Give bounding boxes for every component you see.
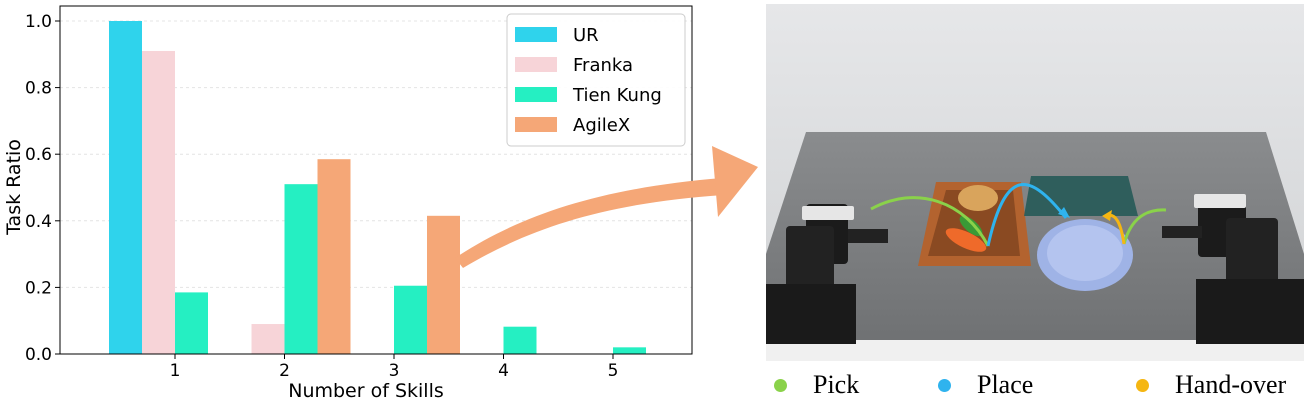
- x-tick-label: 1: [170, 361, 181, 381]
- arrow-head: [712, 146, 758, 217]
- bar-tien-kung-2: [284, 184, 318, 354]
- legend-place: Place: [938, 370, 1033, 400]
- bar-tien-kung-3: [394, 285, 427, 354]
- y-tick-label: 0.0: [25, 345, 52, 365]
- bar-agilex-2: [317, 159, 351, 354]
- legend-label: Franka: [573, 55, 633, 76]
- legend-swatch: [515, 57, 557, 72]
- y-tick-label: 0.2: [25, 278, 52, 298]
- place-dot-icon: [938, 378, 951, 392]
- y-tick-label: 1.0: [25, 12, 52, 32]
- y-axis-label: Task Ratio: [3, 139, 25, 236]
- scene-legend: Pick Place Hand-over: [766, 370, 1304, 402]
- bar-tien-kung-1: [175, 292, 208, 354]
- x-tick-label: 4: [498, 361, 509, 381]
- legend-place-label: Place: [977, 370, 1034, 399]
- bar-tien-kung-5: [613, 347, 646, 354]
- legend-label: UR: [573, 25, 599, 46]
- legend-hand-over: Hand-over: [1136, 370, 1286, 400]
- pick-dot-icon: [774, 378, 787, 392]
- legend-pick: Pick: [774, 370, 859, 400]
- legend-swatch: [515, 117, 557, 132]
- bar-franka-2: [251, 324, 285, 354]
- robot-scene-photo: [766, 4, 1304, 361]
- x-tick-label: 5: [608, 361, 619, 381]
- bar-agilex-3: [427, 215, 460, 354]
- plot-frame: [59, 5, 693, 355]
- hand-over-dot-icon: [1136, 378, 1149, 392]
- axes: [55, 5, 693, 359]
- legend-label: AgileX: [573, 115, 630, 136]
- bar-tien-kung-4: [503, 326, 537, 354]
- legend-label: Tien Kung: [572, 85, 662, 106]
- arrow-body: [455, 178, 724, 268]
- bar-franka-1: [142, 50, 175, 354]
- x-tick-labels: 1 2 3 4 5: [170, 361, 619, 381]
- legend-box: [506, 13, 686, 147]
- y-tick-labels: 0.0 0.2 0.4 0.6 0.8 1.0: [25, 12, 52, 365]
- y-tick-label: 0.4: [25, 212, 52, 232]
- legend-pick-label: Pick: [813, 370, 860, 399]
- legend-swatch: [515, 87, 557, 102]
- chart-legend: UR Franka Tien Kung AgileX: [506, 13, 686, 147]
- legend-hand-over-label: Hand-over: [1175, 370, 1287, 399]
- y-tick-label: 0.8: [25, 79, 52, 99]
- legend-swatch: [515, 27, 557, 42]
- bar-ur-1: [109, 21, 142, 354]
- x-axis-label: Number of Skills: [288, 380, 444, 402]
- x-tick-label: 2: [279, 361, 290, 381]
- bar-chart: 0.0 0.2 0.4 0.6 0.8 1.0 1 2 3 4 5 Number of Skill…: [3, 5, 758, 402]
- bars: [109, 21, 646, 354]
- y-tick-label: 0.6: [25, 145, 52, 165]
- x-tick-label: 3: [389, 361, 400, 381]
